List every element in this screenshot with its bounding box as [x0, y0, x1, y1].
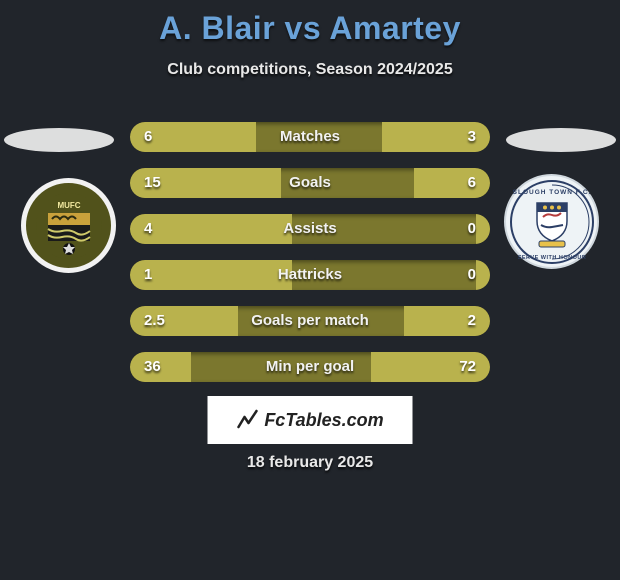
stat-row: 10Hattricks — [130, 260, 490, 290]
shadow-ellipse-right — [506, 128, 616, 152]
shadow-ellipse-left — [4, 128, 114, 152]
watermark-text: FcTables.com — [264, 410, 383, 431]
stat-row: 156Goals — [130, 168, 490, 198]
stat-label: Goals — [130, 168, 490, 198]
stat-label: Goals per match — [130, 306, 490, 336]
page-title: A. Blair vs Amartey — [0, 10, 620, 47]
stat-label: Matches — [130, 122, 490, 152]
subtitle: Club competitions, Season 2024/2025 — [0, 61, 620, 79]
watermark: FcTables.com — [208, 396, 413, 444]
svg-text:SLOUGH TOWN F.C.: SLOUGH TOWN F.C. — [512, 189, 591, 196]
stat-row: 3672Min per goal — [130, 352, 490, 382]
club-badge-left: MUFC — [21, 178, 116, 273]
svg-text:MUFC: MUFC — [57, 201, 80, 210]
stat-row: 63Matches — [130, 122, 490, 152]
stat-row: 40Assists — [130, 214, 490, 244]
stats-panel: 63Matches 156Goals 40Assists 10Hattricks 2.5… — [130, 122, 490, 398]
club-badge-right: SLOUGH TOWN F.C. SERVE WITH HONOUR — [504, 174, 599, 269]
stat-label: Assists — [130, 214, 490, 244]
fctables-logo-icon — [236, 409, 258, 431]
stat-row: 2.52Goals per match — [130, 306, 490, 336]
date-label: 18 february 2025 — [0, 454, 620, 472]
stat-label: Min per goal — [130, 352, 490, 382]
svg-text:SERVE WITH HONOUR: SERVE WITH HONOUR — [517, 255, 586, 261]
slough-town-crest-icon: SLOUGH TOWN F.C. SERVE WITH HONOUR — [509, 179, 595, 265]
stat-label: Hattricks — [130, 260, 490, 290]
mufc-crest-icon: MUFC — [34, 191, 104, 261]
